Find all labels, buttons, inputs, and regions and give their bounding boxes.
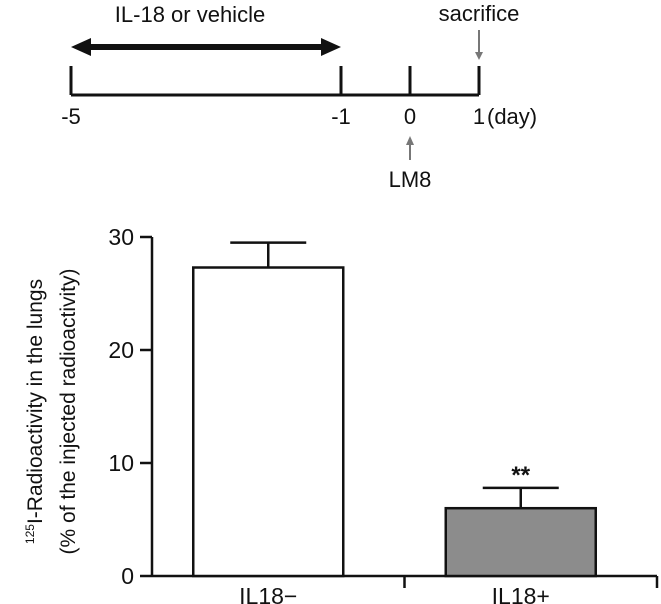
y-axis: 0 10 20 30 <box>108 224 154 589</box>
timeline-schematic: -5 -1 0 1 IL-18 or vehicle sacrifice LM8 (d… <box>61 1 537 192</box>
bars: ** <box>192 241 597 578</box>
y-tick-label: 0 <box>121 563 134 589</box>
y-axis-label-superscript: 125 <box>23 524 37 544</box>
sacrifice-arrow <box>475 30 483 60</box>
timeline-tick-label: 1 <box>473 104 485 129</box>
sacrifice-label: sacrifice <box>439 1 520 26</box>
bar <box>444 506 597 578</box>
y-tick-label: 30 <box>108 224 134 250</box>
y-axis-label: 125I-Radioactivity in the lungs (% of th… <box>23 269 80 555</box>
y-tick-label: 20 <box>108 337 134 363</box>
x-tick-label: IL18− <box>239 583 297 604</box>
x-axis: IL18− IL18+ <box>152 574 659 604</box>
y-axis-label-line-2: (% of the injected radioactivity) <box>57 269 80 555</box>
y-axis-label-line-1: 125I-Radioactivity in the lungs <box>23 279 47 544</box>
treatment-period-arrow <box>71 38 341 56</box>
significance-marker: ** <box>511 462 530 489</box>
treatment-arrow-head-left <box>71 38 91 56</box>
bar <box>192 266 345 578</box>
treatment-arrow-head-right <box>321 38 341 56</box>
y-tick-label: 10 <box>108 450 134 476</box>
timeline-tick-label: 0 <box>404 104 416 129</box>
timeline-tick-label: -5 <box>61 104 81 129</box>
timeline-tick-label: -1 <box>331 104 351 129</box>
sacrifice-arrow-head <box>475 52 483 60</box>
timeline-ticks: -5 -1 0 1 <box>61 66 485 129</box>
injection-arrow-head <box>406 136 414 145</box>
x-tick-label: IL18+ <box>492 583 550 604</box>
injection-label: LM8 <box>389 167 432 192</box>
y-axis-label-main: I-Radioactivity in the lungs <box>24 279 47 524</box>
timeline-unit-label: (day) <box>487 104 537 129</box>
injection-arrow <box>406 136 414 160</box>
treatment-label: IL-18 or vehicle <box>115 2 265 27</box>
bar-chart: 0 10 20 30 IL18− IL18+ ** 125I-Radioactivity… <box>23 224 659 604</box>
